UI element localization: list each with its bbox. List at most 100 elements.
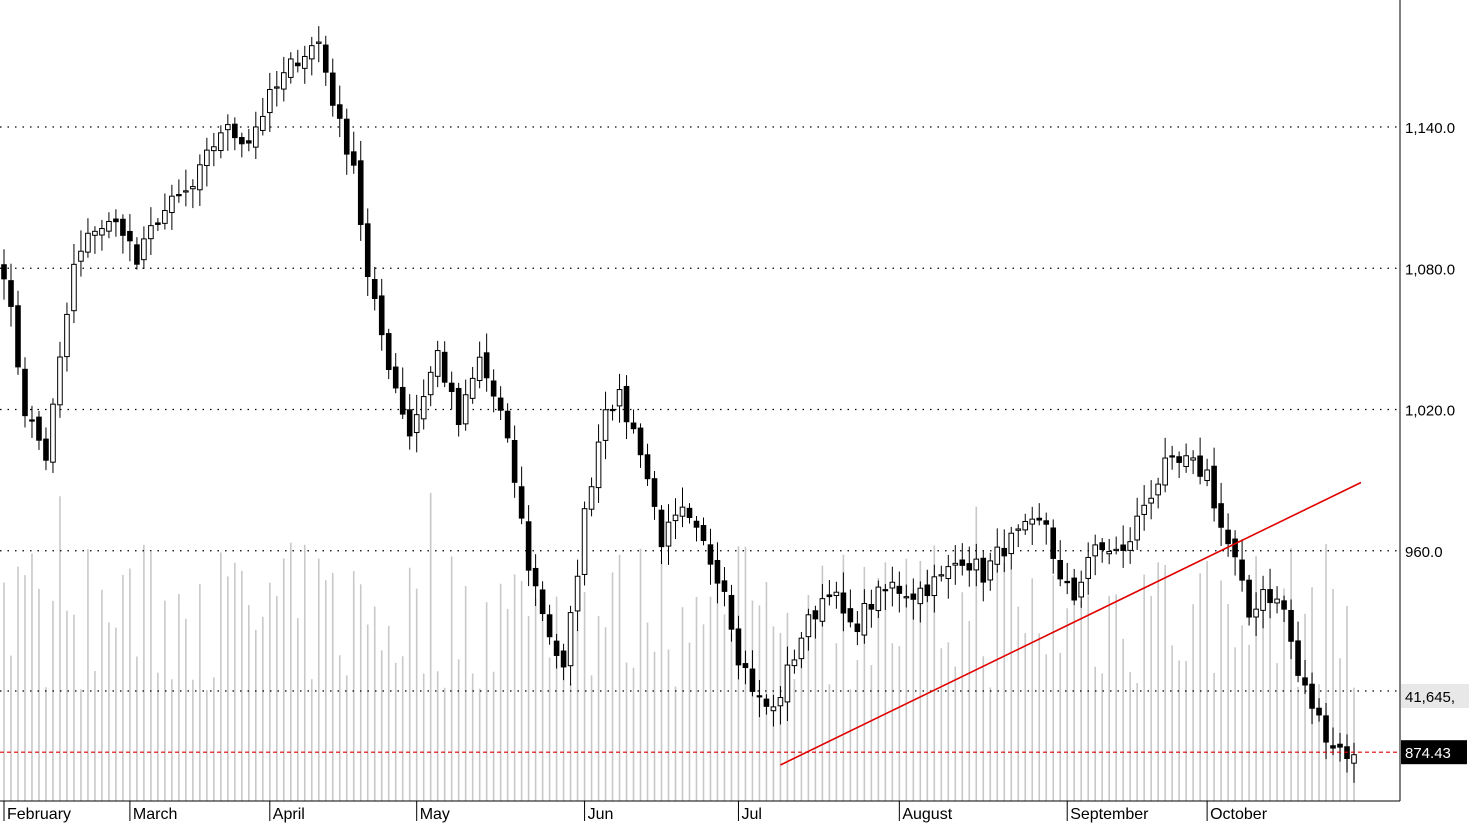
candle-body-up — [211, 146, 217, 152]
candle — [469, 367, 476, 404]
candle-body-up — [462, 394, 469, 425]
candle-body-up — [308, 45, 315, 60]
candle-body-down — [239, 137, 245, 145]
candle-body-up — [679, 506, 686, 517]
candle — [1330, 727, 1336, 756]
candle-body-up — [987, 560, 994, 581]
candle-body-up — [469, 377, 476, 399]
candle-body-up — [148, 225, 154, 240]
candle — [1218, 482, 1224, 547]
candle — [889, 566, 896, 607]
candle — [644, 443, 651, 486]
y-tick-label: 960.0 — [1405, 544, 1443, 561]
candle — [707, 528, 714, 585]
candle-body-down — [1323, 715, 1329, 743]
candle-body-down — [504, 410, 511, 439]
candle-body-up — [92, 230, 98, 236]
candle — [1190, 450, 1196, 475]
candle — [71, 244, 77, 324]
candle — [50, 398, 56, 473]
candle-body-down — [483, 352, 490, 379]
candle-body-down — [29, 419, 35, 422]
candle — [854, 611, 861, 646]
candle-body-down — [364, 223, 371, 278]
candle — [1309, 672, 1315, 725]
candle-body-down — [497, 397, 504, 411]
candle — [232, 117, 238, 151]
candle-body-up — [57, 356, 63, 406]
candle-body-down — [707, 544, 714, 565]
candle-body-down — [854, 623, 861, 633]
candle-body-up — [833, 591, 840, 597]
candle-body-up — [1190, 457, 1196, 461]
candle — [665, 504, 672, 565]
candle — [343, 108, 350, 175]
candle — [994, 528, 1001, 573]
candle-body-down — [1330, 745, 1336, 749]
candle — [847, 589, 854, 628]
candle-body-down — [392, 366, 399, 389]
candle-body-up — [1148, 497, 1154, 504]
candle-body-up — [1155, 483, 1161, 496]
candle — [1008, 526, 1015, 570]
candle — [805, 608, 812, 651]
candle-body-up — [938, 574, 945, 577]
candle-body-up — [78, 250, 84, 262]
candle — [1050, 519, 1057, 574]
candle — [246, 128, 252, 152]
candle-body-down — [1295, 640, 1301, 676]
candle — [141, 226, 147, 269]
candle-body-up — [71, 263, 77, 312]
candle-body-up — [64, 313, 70, 358]
candle-body-up — [190, 186, 196, 190]
candle-body-up — [225, 124, 231, 131]
candle-body-up — [616, 389, 623, 407]
candle-body-down — [1120, 544, 1126, 551]
month-label: March — [133, 806, 177, 823]
candle-body-up — [567, 612, 574, 667]
candle — [700, 517, 707, 546]
candle — [1, 249, 7, 300]
candle — [532, 554, 539, 606]
candle-body-up — [945, 566, 952, 580]
candle-body-up — [1127, 541, 1133, 551]
candle-body-down — [525, 521, 532, 571]
candle-body-down — [176, 194, 182, 197]
volume-axis-label-box — [1401, 684, 1469, 708]
candle — [833, 581, 840, 609]
candle-body-up — [1274, 598, 1280, 604]
candle-body-down — [749, 668, 756, 692]
candle-body-up — [595, 441, 602, 489]
candle-body-down — [882, 589, 889, 592]
candle — [987, 552, 994, 591]
candle-body-up — [434, 350, 441, 377]
candle — [756, 680, 763, 718]
candle-body-down — [490, 380, 497, 397]
candle — [910, 578, 917, 620]
candle-body-up — [99, 228, 105, 236]
candle-body-down — [546, 614, 553, 638]
trendline — [780, 481, 1362, 766]
candle-body-up — [672, 514, 679, 522]
candle — [1204, 458, 1210, 487]
candle — [106, 212, 112, 239]
month-label: August — [902, 806, 952, 823]
candle — [630, 409, 637, 434]
candle-body-up — [581, 508, 588, 575]
last-price-label-box — [1401, 740, 1467, 765]
candle-body-down — [1246, 579, 1252, 618]
candle-body-up — [784, 664, 791, 703]
candle-body-down — [1, 264, 7, 280]
candle — [735, 615, 742, 680]
candle-body-up — [819, 598, 826, 622]
candle — [518, 466, 525, 525]
candle-body-down — [1309, 683, 1315, 709]
candle-body-down — [644, 454, 651, 480]
candle-body-down — [686, 507, 693, 518]
candle — [1113, 536, 1119, 555]
candle-body-down — [1064, 580, 1071, 584]
candle — [64, 302, 70, 372]
candle — [770, 694, 777, 727]
candle — [749, 650, 756, 697]
